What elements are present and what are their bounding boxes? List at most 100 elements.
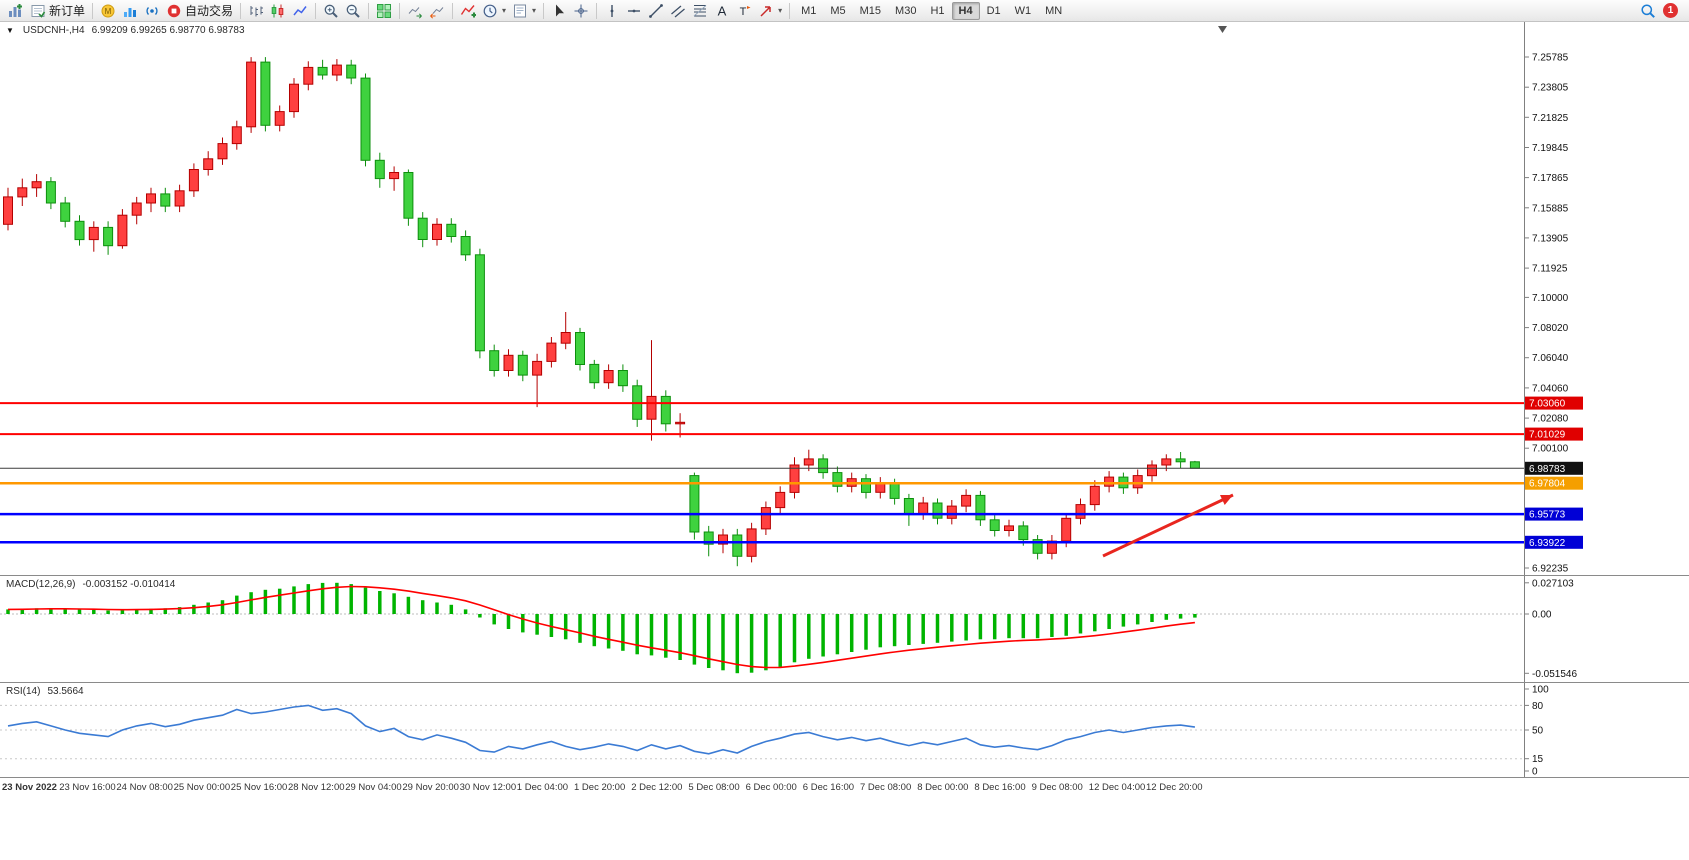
trendline-icon xyxy=(648,3,664,19)
periods-button[interactable]: ▾ xyxy=(479,1,509,21)
zoom-in-button[interactable] xyxy=(320,1,342,21)
svg-text:M: M xyxy=(105,7,112,16)
hline-icon xyxy=(626,3,642,19)
bars-chart-type-button[interactable] xyxy=(245,1,267,21)
autotrade-icon xyxy=(166,3,182,19)
time-axis-label: 8 Dec 16:00 xyxy=(974,782,1026,793)
time-axis[interactable]: 23 Nov 2022 23 Nov 16:00 24 Nov 08:00 25 No… xyxy=(0,778,1689,798)
indicators-list-button[interactable] xyxy=(457,1,479,21)
arrow-objects-icon xyxy=(758,3,774,19)
indicator-plus-icon xyxy=(460,3,477,19)
timeframe-mn-button[interactable]: MN xyxy=(1045,4,1063,17)
time-axis-label: 23 Nov 16:00 xyxy=(59,782,116,793)
macd-canvas[interactable]: 0.027103 0.00 -0.051546 xyxy=(0,576,1689,682)
time-axis-label: 25 Nov 00:00 xyxy=(173,782,231,793)
svg-text:7.04060: 7.04060 xyxy=(1532,383,1569,394)
signal-icon xyxy=(144,3,160,19)
svg-text:0: 0 xyxy=(1532,767,1538,778)
time-axis-label: 6 Dec 16:00 xyxy=(802,782,855,793)
svg-text:7.00100: 7.00100 xyxy=(1532,444,1569,455)
order-ticket-icon xyxy=(30,3,46,19)
timeframe-h4-button[interactable]: H4 xyxy=(951,1,980,20)
toolbar-separator xyxy=(789,2,791,19)
crosshair-tool-button[interactable] xyxy=(570,1,592,21)
svg-text:15: 15 xyxy=(1532,754,1544,765)
rsi-indicator-value: 53.5664 xyxy=(47,686,84,697)
price-chart-canvas[interactable]: 7.25785 7.23805 7.21825 7.19845 7.17865 7.158… xyxy=(0,22,1689,575)
timeframe-w1-button[interactable]: W1 xyxy=(1014,4,1032,17)
svg-text:6.93922: 6.93922 xyxy=(1529,538,1566,549)
time-axis-label: 5 Dec 08:00 xyxy=(688,782,740,793)
rsi-title: RSI(14) 53.5664 xyxy=(6,686,84,697)
bar-chart-blue-icon xyxy=(122,3,138,19)
svg-text:6.98783: 6.98783 xyxy=(1529,464,1566,475)
horizontal-line-tool-button[interactable] xyxy=(623,1,645,21)
svg-text:7.03060: 7.03060 xyxy=(1529,399,1566,410)
metaeditor-button[interactable]: M xyxy=(97,1,119,21)
metaquotes-icon: M xyxy=(100,3,116,19)
timeframe-m30-button[interactable]: M30 xyxy=(895,4,917,17)
tile-windows-button[interactable] xyxy=(373,1,395,21)
clock-icon xyxy=(482,3,498,19)
chart-title: ▼ USDCNH-,H4 6.99209 6.99265 6.98770 6.9… xyxy=(6,25,245,36)
time-axis-label: 28 Nov 12:00 xyxy=(288,782,345,793)
toolbar: 新订单 M 自动交易 ▾ ▾ A T ▾ M1 M5 M15 M30 H1 H4 D1 W1 MN 1 xyxy=(0,0,1689,22)
toolbar-separator xyxy=(368,2,370,19)
line-chart-icon xyxy=(292,3,308,19)
autoscroll-icon xyxy=(407,3,423,19)
bars-icon xyxy=(248,3,264,19)
timeframe-h1-button[interactable]: H1 xyxy=(930,4,945,17)
templates-button[interactable]: ▾ xyxy=(509,1,539,21)
toolbar-separator xyxy=(452,2,454,19)
svg-text:7.11925: 7.11925 xyxy=(1532,264,1568,275)
timeframe-m5-button[interactable]: M5 xyxy=(830,4,846,17)
svg-text:A: A xyxy=(718,3,727,18)
new-order-button[interactable]: 新订单 xyxy=(27,1,88,21)
svg-text:7.10000: 7.10000 xyxy=(1532,293,1569,304)
ohlc-values: 6.99209 6.99265 6.98770 6.98783 xyxy=(91,25,245,36)
chevron-down-icon: ▾ xyxy=(778,6,783,15)
auto-scroll-button[interactable] xyxy=(404,1,426,21)
cursor-icon xyxy=(551,3,567,19)
toolbar-separator xyxy=(596,2,598,19)
search-icon xyxy=(1640,3,1656,19)
template-icon xyxy=(512,3,528,19)
timeframe-m1-button[interactable]: M1 xyxy=(801,4,817,17)
timeframe-d1-button[interactable]: D1 xyxy=(986,4,1001,17)
svg-text:7.21825: 7.21825 xyxy=(1532,113,1569,124)
label-tool-button[interactable]: T xyxy=(733,1,755,21)
macd-indicator-values: -0.003152 -0.010414 xyxy=(82,579,176,590)
rsi-panel: 100 80 50 15 0 RSI(14) 53.5664 xyxy=(0,683,1689,778)
timeframe-m15-button[interactable]: M15 xyxy=(859,4,882,17)
auto-trading-button[interactable]: 自动交易 xyxy=(163,1,236,21)
svg-text:7.06040: 7.06040 xyxy=(1532,353,1569,364)
time-axis-label: 7 Dec 08:00 xyxy=(860,782,912,793)
candles-chart-type-button[interactable] xyxy=(267,1,289,21)
chevron-down-icon: ▾ xyxy=(502,6,507,15)
rsi-indicator-name: RSI(14) xyxy=(6,686,41,697)
line-chart-type-button[interactable] xyxy=(289,1,311,21)
profile-charts-button[interactable] xyxy=(119,1,141,21)
rsi-canvas[interactable]: 100 80 50 15 0 xyxy=(0,683,1689,777)
toolbar-separator xyxy=(240,2,242,19)
market-watch-button[interactable] xyxy=(141,1,163,21)
channel-tool-button[interactable] xyxy=(667,1,689,21)
one-click-trading-toggle[interactable]: ▼ xyxy=(6,26,14,35)
vertical-line-tool-button[interactable] xyxy=(601,1,623,21)
chart-plus-icon xyxy=(8,3,24,19)
text-tool-button[interactable]: A xyxy=(711,1,733,21)
fibonacci-tool-button[interactable] xyxy=(689,1,711,21)
new-chart-button[interactable] xyxy=(5,1,27,21)
notifications-badge[interactable]: 1 xyxy=(1663,3,1678,18)
crosshair-icon xyxy=(573,3,589,19)
main-chart-panel: 7.25785 7.23805 7.21825 7.19845 7.17865 7.158… xyxy=(0,22,1689,576)
time-axis-label: 1 Dec 20:00 xyxy=(574,782,626,793)
arrow-objects-tool-button[interactable]: ▾ xyxy=(755,1,785,21)
search-button[interactable] xyxy=(1637,1,1659,21)
trendline-tool-button[interactable] xyxy=(645,1,667,21)
time-axis-label: 8 Dec 00:00 xyxy=(917,782,969,793)
toolbar-buttons: 新订单 M 自动交易 ▾ ▾ A T ▾ M1 M5 M15 M30 H1 H4 D1 W1 MN xyxy=(5,0,1069,22)
cursor-tool-button[interactable] xyxy=(548,1,570,21)
zoom-out-button[interactable] xyxy=(342,1,364,21)
chart-shift-button[interactable] xyxy=(426,1,448,21)
